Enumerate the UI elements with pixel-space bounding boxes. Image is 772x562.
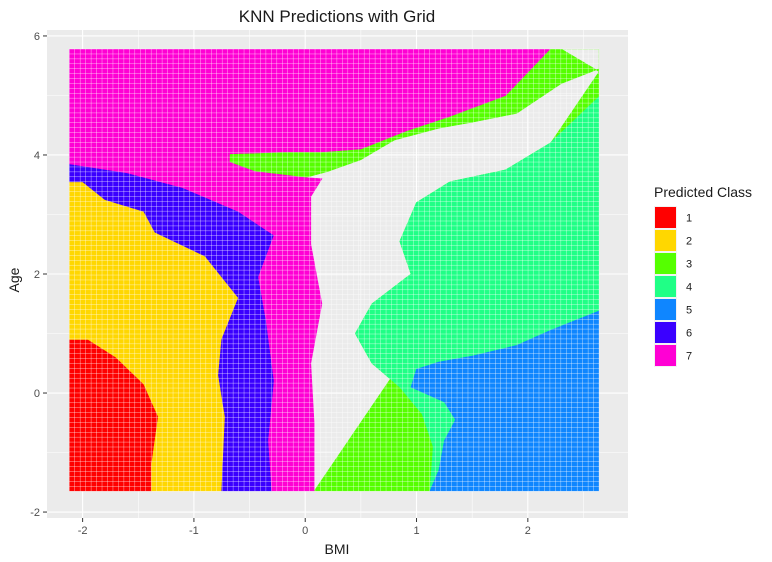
legend-swatch-6 xyxy=(655,322,676,343)
legend: Predicted Class 1 2 3 4 5 6 7 xyxy=(654,184,752,367)
y-tick-label: 6 xyxy=(34,31,40,43)
x-tick-label: 1 xyxy=(413,525,419,537)
legend-label-5: 5 xyxy=(686,305,692,317)
y-tick-label: -2 xyxy=(30,507,40,519)
legend-label-1: 1 xyxy=(686,213,692,225)
legend-label-3: 3 xyxy=(686,259,692,271)
legend-swatch-5 xyxy=(655,299,676,320)
legend-swatch-7 xyxy=(655,345,676,366)
y-tick-label: 4 xyxy=(34,150,40,162)
x-tick-label: -1 xyxy=(189,525,199,537)
legend-swatch-3 xyxy=(655,253,676,274)
y-tick-label: 2 xyxy=(34,269,40,281)
y-tick-label: 0 xyxy=(34,388,40,400)
y-axis: -2 0 2 4 6 xyxy=(30,31,47,519)
y-axis-title: Age xyxy=(6,267,22,292)
legend-label-2: 2 xyxy=(686,236,692,248)
legend-swatch-4 xyxy=(655,276,676,297)
chart-title: KNN Predictions with Grid xyxy=(239,7,436,26)
legend-swatch-1 xyxy=(655,207,676,228)
x-tick-label: 2 xyxy=(525,525,531,537)
plot-panel xyxy=(47,30,628,518)
legend-swatch-2 xyxy=(655,230,676,251)
x-tick-label: 0 xyxy=(302,525,308,537)
legend-label-7: 7 xyxy=(686,351,692,363)
legend-label-6: 6 xyxy=(686,328,692,340)
legend-title: Predicted Class xyxy=(654,184,752,200)
x-axis: -2 -1 0 1 2 xyxy=(78,518,531,537)
x-tick-label: -2 xyxy=(78,525,88,537)
x-axis-title: BMI xyxy=(325,541,350,557)
legend-label-4: 4 xyxy=(686,282,692,294)
